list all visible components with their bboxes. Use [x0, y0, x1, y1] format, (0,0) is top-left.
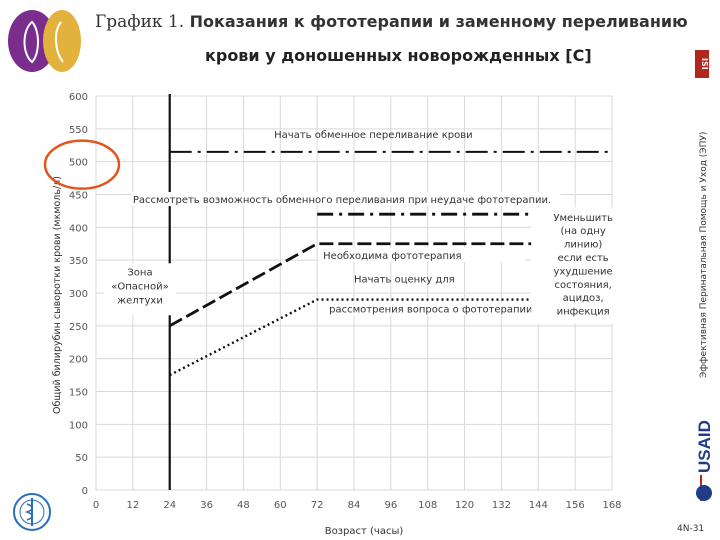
annotation-reduce-line: ухудшение	[554, 266, 613, 277]
annotation-danger-zone-line: желтухи	[117, 295, 163, 306]
annotation-danger-zone-line: «Опасной»	[111, 281, 168, 292]
annotation-photo-needed: Необходима фототерапия	[323, 251, 461, 262]
y-tick-label: 350	[69, 256, 88, 267]
x-tick-label: 156	[566, 500, 585, 511]
annotation-consider: Рассмотреть возможность обменного перели…	[133, 195, 551, 206]
x-tick-label: 144	[529, 500, 548, 511]
reduce-note-bg	[531, 207, 620, 324]
x-tick-label: 96	[384, 500, 397, 511]
usaid-logo: USAID	[690, 407, 716, 503]
annotation-eval2-bg	[325, 301, 550, 316]
organization-logo	[8, 10, 81, 72]
y-tick-label: 200	[69, 355, 88, 366]
annotation-consider-bg	[130, 192, 561, 207]
x-tick-label: 60	[274, 500, 287, 511]
x-tick-label: 120	[455, 500, 474, 511]
annotation-photo-bg	[319, 247, 526, 262]
annotation-reduce-line: Уменьшить	[553, 213, 613, 224]
y-tick-label: 250	[69, 322, 88, 333]
y-tick-label: 0	[82, 486, 88, 497]
y-tick-label: 400	[69, 223, 88, 234]
x-tick-label: 48	[237, 500, 250, 511]
series-line-4	[169, 298, 612, 377]
y-axis-label: Общий билирубин сыворотки крови (мкмоль/…	[52, 176, 63, 414]
annotation-start-eval-1: Начать оценку для	[354, 274, 455, 285]
x-tick-label: 108	[418, 500, 437, 511]
title-line-1: Показания к фототерапии и заменному пере…	[189, 12, 688, 31]
y-tick-label: 600	[69, 92, 88, 103]
x-tick-label: 36	[200, 500, 213, 511]
annotation-reduce-line: инфекция	[557, 307, 610, 318]
x-tick-label: 24	[163, 500, 176, 511]
annotation-reduce-line: если есть	[558, 253, 609, 264]
series-line-3	[169, 242, 612, 328]
annotation-start-eval-2: рассмотрения вопроса о фототерапии	[329, 305, 532, 316]
danger-zone-bg	[104, 263, 176, 316]
annotation-reduce-line: ацидоз,	[563, 293, 604, 304]
annotation-exchange: Начать обменное переливание крови	[274, 130, 472, 141]
page-number: 4N-31	[677, 524, 705, 534]
y-tick-label: 300	[69, 289, 88, 300]
x-tick-label: 84	[348, 500, 361, 511]
highlight-circle	[43, 139, 121, 190]
y-tick-label: 500	[69, 158, 88, 169]
x-tick-label: 168	[602, 500, 621, 511]
y-tick-label: 100	[69, 420, 88, 431]
x-tick-label: 72	[311, 500, 324, 511]
title-prefix: График 1.	[95, 12, 185, 32]
y-tick-label: 550	[69, 125, 88, 136]
x-axis-label: Возраст (часы)	[325, 526, 404, 537]
usaid-text: USAID	[695, 420, 714, 473]
y-tick-label: 150	[69, 388, 88, 399]
page-title: График 1. Показания к фототерапии и заме…	[95, 12, 695, 65]
x-tick-label: 0	[93, 500, 99, 511]
y-tick-label: 450	[69, 191, 88, 202]
title-line-2: крови у доношенных новорожденных [C]	[205, 46, 592, 65]
y-tick-label: 50	[75, 453, 88, 464]
annotation-reduce-line: (на одну	[561, 226, 606, 237]
isi-badge: ISI	[695, 50, 709, 78]
x-tick-label: 12	[126, 500, 139, 511]
x-tick-label: 132	[492, 500, 511, 511]
annotation-reduce-line: состояния,	[554, 280, 611, 291]
annotation-reduce-line: линию)	[564, 240, 602, 251]
who-emblem-icon	[13, 493, 51, 531]
annotation-danger-zone-line: Зона	[127, 267, 152, 278]
